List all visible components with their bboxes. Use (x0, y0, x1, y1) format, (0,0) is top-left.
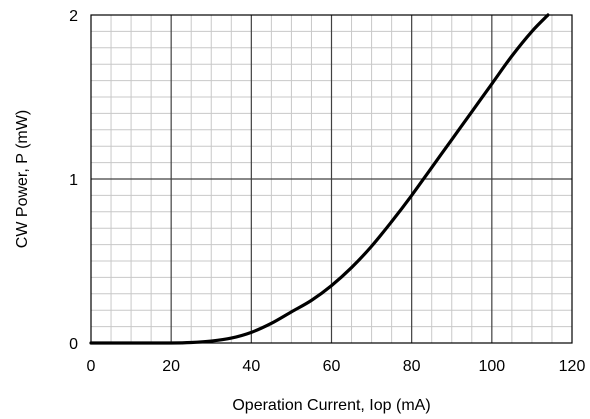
plot-area-frame (90, 14, 573, 344)
y-tick-labels: 0 1 2 (69, 8, 78, 353)
y-tick-label: 0 (69, 336, 78, 353)
x-tick-label: 100 (478, 358, 505, 375)
y-tick-label: 2 (69, 8, 78, 25)
y-tick-label: 1 (69, 172, 78, 189)
x-tick-label: 120 (559, 358, 586, 375)
x-axis-title: Operation Current, Iop (mA) (232, 397, 430, 414)
series-layer (89, 13, 550, 345)
x-tick-label: 20 (162, 358, 180, 375)
x-tick-label: 40 (242, 358, 260, 375)
series-line (89, 13, 550, 345)
y-axis-title: CW Power, P (mW) (14, 110, 31, 248)
x-tick-label: 0 (87, 358, 96, 375)
x-tick-label: 80 (403, 358, 421, 375)
x-tick-labels: 0 20 40 60 80 100 120 (87, 358, 586, 375)
major-grid (91, 15, 572, 343)
x-tick-label: 60 (323, 358, 341, 375)
